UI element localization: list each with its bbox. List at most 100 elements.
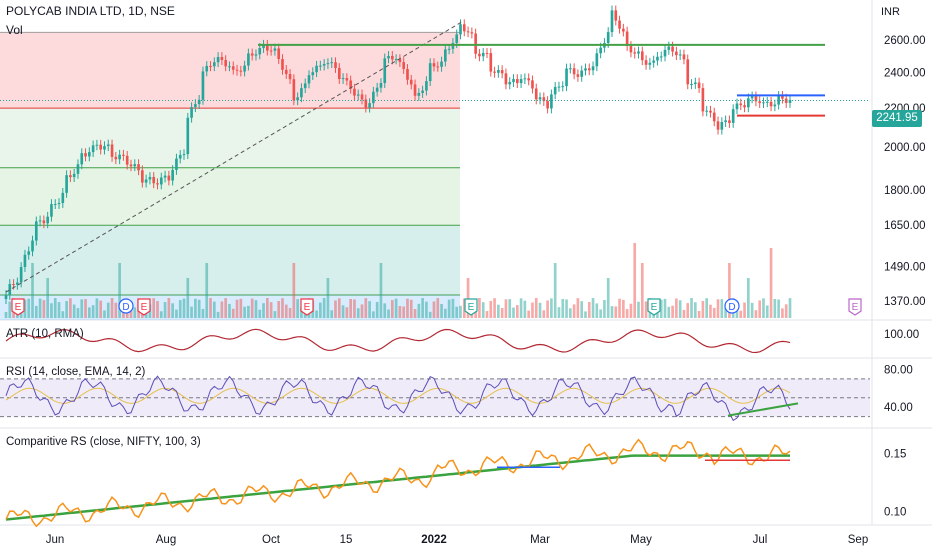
candle: [84, 153, 87, 157]
candle: [693, 82, 697, 85]
candle: [758, 101, 762, 104]
volume-bar: [31, 263, 34, 318]
volume-bar: [584, 311, 587, 318]
candle: [697, 82, 701, 89]
volume-bar: [182, 298, 186, 318]
volume-bar: [425, 301, 428, 318]
volume-bar: [440, 304, 443, 318]
rsi-legend[interactable]: RSI (14, close, EMA, 14, 2): [6, 366, 146, 378]
candle: [682, 54, 686, 60]
candle: [228, 66, 231, 68]
candle: [114, 156, 118, 160]
candle: [451, 42, 455, 49]
crs-legend[interactable]: Comparitive RS (close, NIFTY, 100, 3): [6, 436, 201, 448]
candle: [247, 53, 250, 66]
candle: [728, 120, 731, 123]
volume-bar: [201, 308, 205, 318]
volume-bar: [133, 307, 137, 318]
volume-bar: [46, 278, 49, 318]
candle: [250, 53, 254, 56]
candle: [201, 71, 205, 100]
candle: [735, 103, 739, 110]
candle: [144, 179, 148, 183]
volume-bar: [65, 301, 68, 318]
volume-bar: [728, 263, 731, 318]
price-tick-label: 2400.00: [884, 68, 926, 80]
candle: [4, 294, 8, 300]
event-marker-e: E: [464, 298, 478, 316]
volume-bar: [394, 298, 398, 318]
volume-bar: [599, 309, 602, 318]
candle: [500, 70, 504, 74]
candle: [659, 56, 663, 58]
candle: [224, 60, 227, 67]
volume-bar: [186, 278, 190, 318]
volume-bar: [281, 298, 284, 318]
candle: [353, 88, 356, 96]
volume-bar: [519, 298, 523, 318]
volume-bar: [266, 298, 269, 318]
atr-legend[interactable]: ATR (10, RMA): [6, 328, 84, 340]
candle: [504, 73, 508, 85]
event-marker-e: E: [647, 298, 661, 316]
atr-line: [5, 328, 791, 354]
volume-bar: [459, 305, 462, 318]
volume-bar: [288, 308, 292, 318]
candle: [421, 90, 424, 93]
candle: [644, 60, 648, 65]
volume-bar: [349, 299, 352, 318]
candle: [663, 49, 667, 57]
volume-bar: [23, 299, 27, 318]
fib-zone-1: [0, 108, 460, 168]
candle: [95, 144, 99, 146]
volume-bar: [42, 300, 46, 318]
crs-line: [5, 438, 791, 528]
volume-bar: [91, 305, 95, 318]
candle: [618, 20, 621, 29]
candle: [481, 52, 485, 57]
volume-bar: [724, 307, 727, 318]
candle: [614, 10, 618, 21]
price-tick-label: 2000.00: [884, 142, 926, 154]
candle: [118, 154, 121, 160]
symbol-title[interactable]: POLYCAB INDIA LTD, 1D, NSE: [6, 4, 175, 18]
candle: [409, 79, 413, 85]
volume-bar: [531, 302, 534, 318]
volume-bar: [671, 305, 674, 318]
volume-bar: [527, 310, 530, 318]
candle: [159, 177, 163, 185]
volume-bar: [243, 306, 246, 318]
candle: [398, 59, 402, 63]
volume-bar: [360, 304, 364, 318]
volume-bar: [466, 278, 470, 318]
candle: [769, 101, 773, 107]
candle: [273, 48, 277, 51]
candle: [390, 55, 394, 60]
volume-bar: [269, 302, 273, 318]
svg-text:E: E: [651, 302, 658, 313]
volume-bar: [379, 263, 383, 318]
candle: [65, 175, 68, 193]
volume-bar: [114, 302, 118, 318]
trendline: [5, 21, 463, 293]
volume-bar: [159, 311, 163, 318]
volume-bar: [769, 248, 773, 318]
volume-bar: [8, 301, 12, 318]
volume-bar: [788, 298, 792, 318]
time-tick-label: Oct: [262, 534, 281, 546]
volume-bar: [334, 300, 337, 318]
candle: [129, 164, 133, 167]
volume-bar: [447, 299, 451, 318]
volume-bars: [4, 243, 792, 318]
volume-bar: [493, 298, 496, 318]
volume-bar: [765, 305, 769, 318]
candle: [625, 31, 629, 46]
candle: [12, 284, 15, 286]
candle: [489, 53, 493, 72]
candle: [406, 68, 409, 80]
volume-bar: [61, 311, 65, 318]
candle: [197, 99, 201, 105]
volume-bar: [542, 310, 546, 318]
volume-bar: [34, 305, 38, 318]
